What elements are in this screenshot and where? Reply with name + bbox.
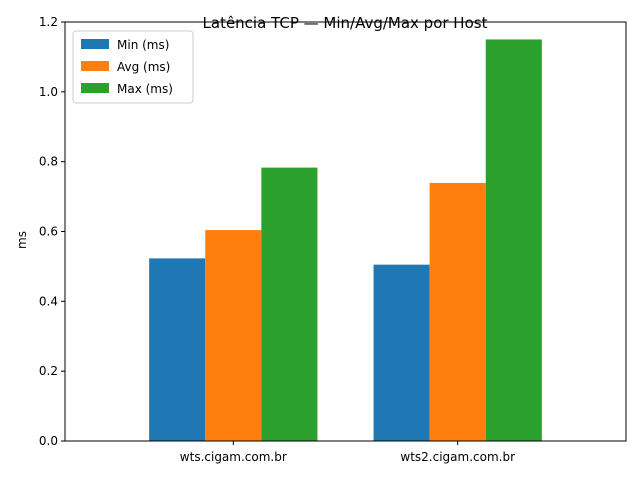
y-tick-label: 1.2 [39,15,58,29]
y-tick-label: 1.0 [39,85,58,99]
legend-label: Avg (ms) [117,60,170,74]
axes-group: 0.0 0.2 0.4 0.6 0.8 1.0 1.2 wts.cigam.com.br wts… [39,15,627,464]
legend-swatch [81,39,109,49]
bars-group [149,39,542,442]
y-tick-label: 0.2 [39,364,58,378]
y-tick-label: 0.8 [39,155,58,169]
y-tick-label: 0.4 [39,294,58,308]
x-tick-label: wts2.cigam.com.br [400,450,515,464]
legend-swatch [81,61,109,71]
bar-3-2 [485,39,542,441]
bar-1-1 [149,258,206,441]
legend-swatch [81,83,109,93]
bar-3-1 [261,167,318,442]
y-tick-label: 0.6 [39,225,58,239]
legend: Min (ms) Avg (ms) Max (ms) [72,30,194,104]
bar-2-2 [429,182,486,442]
legend-label: Max (ms) [117,82,173,96]
chart-title: Latência TCP — Min/Avg/Max por Host [203,14,488,32]
bar-1-2 [373,264,430,441]
x-tick-label: wts.cigam.com.br [180,450,287,464]
y-axis-label: ms [15,231,29,249]
bar-2-1 [205,230,262,441]
legend-label: Min (ms) [117,38,169,52]
y-tick-label: 0.0 [39,434,58,448]
